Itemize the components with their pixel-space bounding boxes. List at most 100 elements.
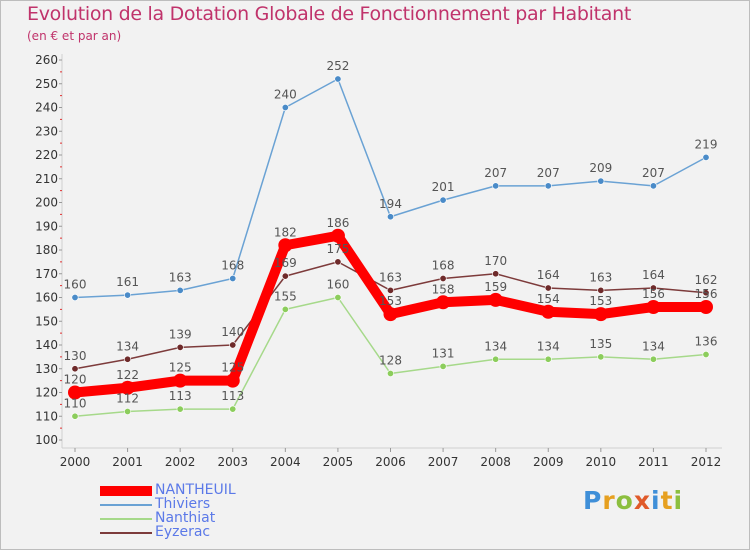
legend-swatch bbox=[100, 504, 152, 506]
data-label-nanthiat: 136 bbox=[695, 335, 718, 349]
data-point-eyzerac bbox=[124, 355, 132, 363]
x-tick-label: 2003 bbox=[217, 455, 248, 469]
x-tick-label: 2007 bbox=[428, 455, 459, 469]
data-point-eyzerac bbox=[597, 286, 605, 294]
data-point-thiviers bbox=[386, 213, 394, 221]
data-point-thiviers bbox=[492, 182, 500, 190]
data-label-eyzerac: 163 bbox=[379, 270, 402, 284]
data-point-eyzerac bbox=[439, 274, 447, 282]
proxiti-logo: Proxiti bbox=[583, 486, 683, 515]
data-label-eyzerac: 139 bbox=[169, 327, 192, 341]
data-point-eyzerac bbox=[334, 258, 342, 266]
data-label-nanthiat: 155 bbox=[274, 289, 297, 303]
logo-letter: x bbox=[633, 486, 651, 515]
data-point-eyzerac bbox=[649, 284, 657, 292]
data-label-nanthiat: 112 bbox=[116, 392, 139, 406]
data-label-nantheuil: 153 bbox=[379, 294, 402, 308]
data-label-eyzerac: 163 bbox=[589, 270, 612, 284]
data-label-thiviers: 194 bbox=[379, 197, 402, 211]
data-label-nantheuil: 120 bbox=[64, 373, 87, 387]
series-line-thiviers bbox=[74, 78, 707, 299]
x-tick-label: 2011 bbox=[638, 455, 669, 469]
data-label-nantheuil: 156 bbox=[642, 287, 665, 301]
data-label-eyzerac: 164 bbox=[537, 268, 560, 282]
data-point-nanthiat bbox=[702, 350, 710, 358]
data-point-thiviers bbox=[229, 274, 237, 282]
data-label-nanthiat: 135 bbox=[589, 337, 612, 351]
x-tick-label: 2002 bbox=[165, 455, 196, 469]
data-label-nantheuil: 159 bbox=[484, 280, 507, 294]
data-label-eyzerac: 175 bbox=[326, 242, 349, 256]
data-label-eyzerac: 130 bbox=[64, 349, 87, 363]
data-point-thiviers bbox=[597, 177, 605, 185]
data-point-eyzerac bbox=[176, 343, 184, 351]
data-label-nanthiat: 110 bbox=[64, 396, 87, 410]
legend-label: Eyzerac bbox=[155, 524, 211, 540]
y-tick-label: 250 bbox=[35, 77, 58, 91]
data-point-thiviers bbox=[334, 75, 342, 83]
data-label-thiviers: 252 bbox=[326, 59, 349, 73]
data-point-nanthiat bbox=[597, 353, 605, 361]
x-tick-label: 2004 bbox=[270, 455, 301, 469]
data-label-nanthiat: 160 bbox=[326, 278, 349, 292]
x-tick-label: 2008 bbox=[480, 455, 511, 469]
data-point-eyzerac bbox=[386, 286, 394, 294]
data-label-nantheuil: 154 bbox=[537, 292, 560, 306]
data-label-nanthiat: 131 bbox=[432, 346, 455, 360]
data-point-nantheuil bbox=[120, 380, 135, 395]
data-label-nantheuil: 182 bbox=[274, 225, 297, 239]
data-label-thiviers: 207 bbox=[642, 166, 665, 180]
data-label-eyzerac: 170 bbox=[484, 254, 507, 268]
data-label-nanthiat: 113 bbox=[169, 389, 192, 403]
data-point-nanthiat bbox=[281, 305, 289, 313]
data-point-thiviers bbox=[71, 293, 79, 301]
data-label-nantheuil: 122 bbox=[116, 368, 139, 382]
data-point-thiviers bbox=[439, 196, 447, 204]
y-tick-label: 240 bbox=[35, 101, 58, 115]
legend-label: Thiviers bbox=[155, 496, 211, 512]
data-label-thiviers: 161 bbox=[116, 275, 139, 289]
y-tick-label: 110 bbox=[35, 409, 58, 423]
x-tick-label: 2005 bbox=[323, 455, 354, 469]
logo-letter: r bbox=[602, 486, 616, 515]
y-tick-label: 220 bbox=[35, 148, 58, 162]
data-point-nanthiat bbox=[386, 369, 394, 377]
data-point-nanthiat bbox=[176, 405, 184, 413]
data-label-eyzerac: 169 bbox=[274, 256, 297, 270]
data-point-nantheuil bbox=[330, 228, 345, 243]
y-tick-label: 120 bbox=[35, 386, 58, 400]
data-point-nantheuil bbox=[646, 300, 661, 314]
legend-item: Eyzerac bbox=[100, 524, 300, 540]
x-tick-label: 2001 bbox=[112, 455, 143, 469]
legend-swatch bbox=[100, 532, 152, 534]
data-point-nantheuil bbox=[278, 238, 293, 253]
data-point-eyzerac bbox=[281, 272, 289, 280]
data-label-eyzerac: 140 bbox=[221, 325, 244, 339]
x-tick-label: 2009 bbox=[533, 455, 564, 469]
data-point-nanthiat bbox=[492, 355, 500, 363]
data-label-thiviers: 207 bbox=[484, 166, 507, 180]
data-point-thiviers bbox=[649, 182, 657, 190]
data-label-nantheuil: 158 bbox=[432, 282, 455, 296]
data-label-nanthiat: 134 bbox=[484, 339, 507, 353]
data-label-nantheuil: 153 bbox=[589, 294, 612, 308]
y-tick-label: 160 bbox=[35, 291, 58, 305]
data-point-nantheuil bbox=[68, 385, 82, 400]
data-label-thiviers: 160 bbox=[64, 278, 87, 292]
data-label-thiviers: 201 bbox=[432, 180, 455, 194]
data-point-nantheuil bbox=[436, 295, 451, 310]
data-point-nantheuil bbox=[593, 307, 608, 322]
data-point-nanthiat bbox=[649, 355, 657, 363]
y-tick-label: 190 bbox=[35, 219, 58, 233]
data-label-nanthiat: 134 bbox=[537, 339, 560, 353]
legend-swatch bbox=[100, 486, 152, 496]
data-point-eyzerac bbox=[71, 365, 79, 373]
data-label-nantheuil: 156 bbox=[695, 287, 718, 301]
data-point-nanthiat bbox=[71, 412, 79, 420]
data-label-nanthiat: 134 bbox=[642, 339, 665, 353]
legend-item: Nanthiat bbox=[100, 510, 300, 526]
y-tick-label: 210 bbox=[35, 172, 58, 186]
y-tick-label: 170 bbox=[35, 267, 58, 281]
